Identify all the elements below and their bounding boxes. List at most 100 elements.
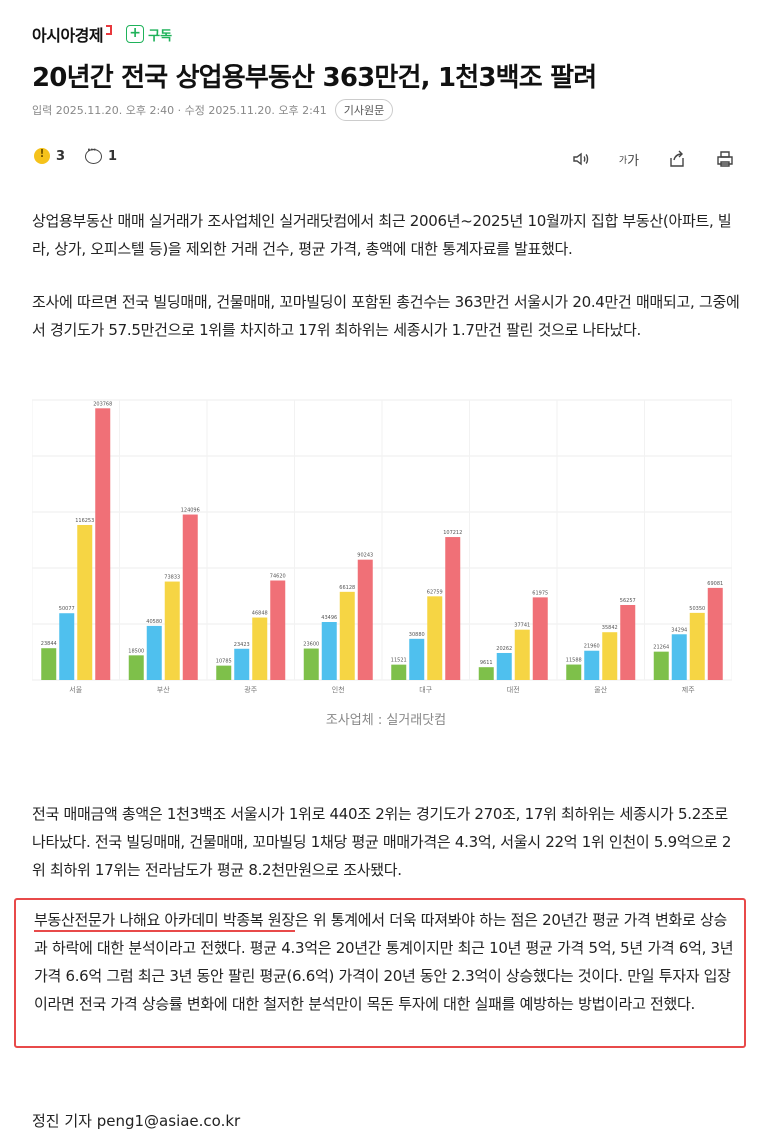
data-label: 10785 [216, 659, 232, 665]
data-label: 50077 [59, 606, 75, 612]
bar [182, 514, 198, 680]
data-label: 62759 [427, 589, 443, 595]
data-label: 11521 [391, 658, 407, 664]
bar [620, 604, 636, 680]
comment-count: 1 [108, 148, 118, 164]
data-label: 20262 [496, 646, 512, 652]
paragraph-total: 전국 매매금액 총액은 1천3백조 서울시가 1위로 440조 2위는 경기도가… [32, 805, 732, 879]
share-button[interactable] [666, 148, 688, 170]
x-tick-label: 인천 [332, 685, 345, 694]
bar [252, 617, 268, 680]
brand-logo[interactable]: 아시아경제 [32, 26, 104, 45]
reaction-button[interactable]: 3 [34, 147, 66, 164]
bar [391, 664, 407, 680]
data-label: 74620 [270, 574, 286, 580]
bar [339, 591, 355, 680]
x-tick-label: 제주 [682, 686, 695, 694]
data-label: 116253 [75, 518, 94, 524]
publish-timestamps: 입력 2025.11.20. 오후 2:40 · 수정 2025.11.20. … [32, 104, 327, 117]
subscribe-label: 구독 [148, 28, 173, 44]
data-label: 21264 [653, 645, 669, 651]
data-label: 40580 [146, 619, 162, 625]
region-bar-chart: 23844 50077 116253 203768 서울 18500 40580 73833 1… [31, 388, 733, 700]
bar [478, 667, 494, 680]
data-label: 56257 [620, 598, 636, 604]
bar [602, 632, 618, 680]
data-label: 23844 [41, 641, 57, 647]
surprised-emoji-icon [34, 147, 50, 164]
data-label: 203768 [93, 401, 112, 407]
bar [303, 648, 319, 680]
bar [566, 664, 582, 680]
bar [270, 580, 286, 680]
bar [707, 587, 723, 680]
paragraph-count: 조사에 따르면 전국 빌딩매매, 건물매매, 꼬마빌딩이 포함된 총건수는 36… [32, 293, 740, 339]
x-tick-label: 부산 [157, 685, 170, 694]
article-meta: 입력 2025.11.20. 오후 2:40 · 수정 2025.11.20. … [32, 99, 394, 121]
bar [653, 651, 669, 680]
bar [409, 638, 425, 680]
bar [584, 650, 600, 680]
font-size-icon: 가 [618, 155, 628, 166]
subscribe-button[interactable]: + 구독 [126, 25, 172, 44]
data-label: 124096 [181, 508, 200, 514]
data-label: 11588 [566, 658, 582, 664]
brand-mark-icon [106, 25, 113, 35]
bar [357, 559, 373, 680]
paragraph-intro: 상업용부동산 매매 실거래가 조사업체인 실거래닷컴에서 최근 2006년~20… [32, 212, 732, 258]
original-article-button[interactable]: 기사원문 [334, 99, 394, 121]
bar [95, 408, 111, 680]
data-label: 18500 [128, 648, 144, 654]
bar [689, 612, 705, 680]
data-label: 23600 [303, 642, 319, 648]
data-label: 69081 [707, 581, 723, 587]
data-label: 61975 [532, 590, 548, 596]
data-label: 23423 [234, 642, 250, 648]
bar [146, 625, 162, 680]
bar [164, 581, 180, 680]
data-label: 46848 [252, 611, 268, 617]
print-button[interactable] [714, 148, 736, 170]
data-label: 43496 [321, 615, 337, 621]
bar [321, 622, 337, 680]
chart-caption: 조사업체 : 실거래닷컴 [325, 713, 447, 728]
data-label: 50350 [689, 606, 705, 612]
data-label: 35842 [602, 625, 618, 631]
highlight-box: 부동산전문가 나해요 아카데미 박종복 원장은 위 통계에서 더욱 따져봐야 하… [14, 898, 746, 1048]
bar [427, 596, 443, 680]
comment-icon [85, 145, 103, 164]
bar [77, 524, 93, 680]
paragraph-expert: 부동산전문가 나해요 아카데미 박종복 원장은 위 통계에서 더욱 따져봐야 하… [34, 906, 734, 1018]
speaker-icon [573, 152, 589, 166]
brand: 아시아경제 + 구독 [32, 22, 172, 46]
x-tick-label: 대전 [507, 685, 520, 694]
chart-svg: 23844 50077 116253 203768 서울 18500 40580 73833 1… [31, 399, 733, 694]
expert-comment: 은 위 통계에서 더욱 따져봐야 하는 점은 20년간 평균 가격 변화로 상승… [34, 911, 734, 1013]
bar [496, 652, 512, 680]
x-tick-label: 대구 [419, 686, 432, 694]
data-label: 37741 [514, 623, 530, 629]
data-label: 73833 [164, 575, 180, 581]
bar [128, 655, 144, 680]
data-label: 21960 [584, 644, 600, 650]
bar [41, 648, 57, 680]
audio-button[interactable] [570, 148, 592, 170]
data-label: 107212 [443, 530, 462, 536]
share-icon [670, 150, 684, 167]
article-headline: 20년간 전국 상업용부동산 363만건, 1천3백조 팔려 [32, 63, 597, 93]
plus-icon: + [126, 25, 145, 43]
reporter-byline: 정진 기자 peng1@asiae.co.kr [32, 1112, 241, 1130]
bar [532, 597, 548, 680]
print-icon [717, 151, 733, 167]
data-label: 30880 [409, 632, 425, 638]
data-label: 9611 [480, 660, 493, 666]
bar [671, 634, 687, 680]
expert-name: 부동산전문가 나해요 아카데미 박종복 원장 [34, 911, 295, 932]
reaction-count: 3 [56, 148, 66, 164]
x-tick-label: 울산 [594, 685, 607, 694]
x-tick-label: 서울 [69, 685, 82, 694]
bar [234, 648, 250, 680]
comment-button[interactable]: 1 [85, 145, 118, 164]
x-tick-label: 광주 [244, 686, 257, 694]
